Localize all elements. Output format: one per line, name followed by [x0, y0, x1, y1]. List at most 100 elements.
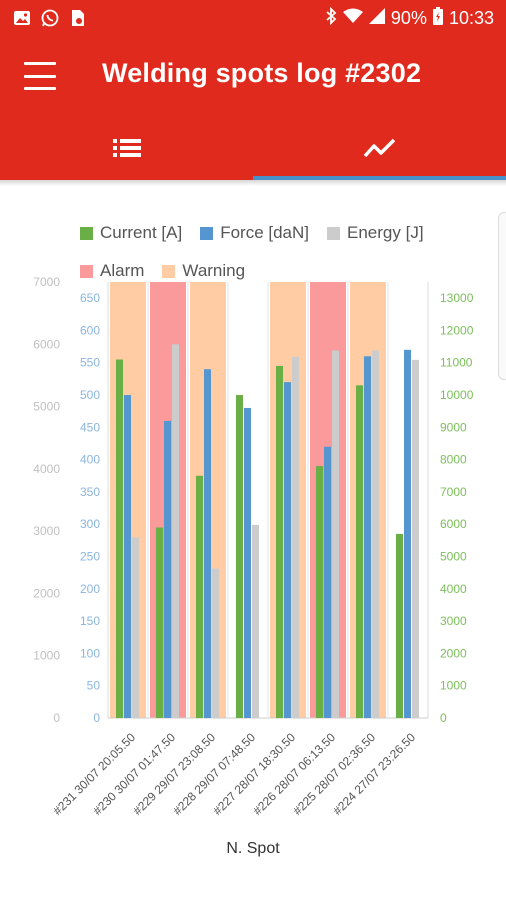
- whatsapp-icon: [40, 8, 60, 28]
- x-tick-label: #227 28/07 18:30.50: [210, 730, 298, 818]
- current-axis-tick: 0: [440, 711, 447, 725]
- legend-item-current: Current [A]: [80, 223, 182, 243]
- bar-force: [284, 382, 291, 718]
- force-axis-tick: 500: [80, 388, 100, 402]
- status-bar: 90% 10:33: [0, 0, 506, 36]
- legend-item-alarm: Alarm: [80, 261, 144, 281]
- force-axis-tick: 50: [87, 679, 101, 693]
- current-axis-tick: 4000: [440, 582, 467, 596]
- status-band-warning: [190, 282, 226, 718]
- x-tick-label: #228 29/07 07:48.50: [170, 730, 258, 818]
- current-axis-tick: 8000: [440, 453, 467, 467]
- appbar-shadow: [0, 180, 506, 186]
- bar-energy: [332, 350, 339, 718]
- energy-axis-tick: 0: [53, 711, 60, 725]
- bar-current: [316, 466, 323, 718]
- force-axis-tick: 650: [80, 291, 100, 305]
- chart-legend: Current [A] Force [daN] Energy [J] Alarm…: [80, 214, 480, 290]
- bar-current: [396, 533, 403, 718]
- bar-energy: [372, 350, 379, 718]
- force-axis-tick: 450: [80, 420, 100, 434]
- x-tick-label: #231 30/07 20:05.50: [50, 730, 138, 818]
- current-axis-tick: 3000: [440, 614, 467, 628]
- x-tick-label: #226 28/07 06:13.50: [250, 730, 338, 818]
- legend-item-force: Force [daN]: [200, 223, 309, 243]
- force-axis-tick: 350: [80, 485, 100, 499]
- status-band-warning: [350, 282, 386, 718]
- bar-current: [196, 475, 203, 718]
- legend-label: Current [A]: [100, 223, 183, 242]
- bar-force: [364, 356, 371, 718]
- current-axis-tick: 5000: [440, 550, 467, 564]
- force-axis-tick: 400: [80, 453, 100, 467]
- tab-list[interactable]: [0, 116, 253, 180]
- page-title: Welding spots log #2302: [102, 58, 422, 88]
- bar-force: [404, 349, 411, 718]
- legend-item-warning: Warning: [162, 261, 245, 281]
- current-axis-tick: 7000: [440, 485, 467, 499]
- force-axis-tick: 300: [80, 517, 100, 531]
- force-axis-tick: 0: [93, 711, 100, 725]
- bar-energy: [132, 537, 139, 718]
- bar-current: [236, 395, 243, 718]
- x-tick-label: #229 29/07 23:08.50: [130, 730, 218, 818]
- force-axis-tick: 600: [80, 323, 100, 337]
- signal-icon: [368, 8, 385, 29]
- menu-icon[interactable]: [24, 62, 56, 90]
- tab-bar: [0, 116, 506, 180]
- edge-panel-handle[interactable]: [498, 212, 506, 380]
- legend-label: Energy [J]: [347, 223, 424, 242]
- x-tick-label: #225 28/07 02:36.50: [290, 730, 378, 818]
- legend-label: Warning: [182, 261, 246, 280]
- current-axis-tick: 11000: [440, 356, 473, 370]
- wifi-icon: [342, 8, 363, 29]
- app-bar: Welding spots log #2302: [0, 36, 506, 116]
- tab-indicator: [253, 176, 506, 180]
- bar-energy: [252, 524, 259, 718]
- current-axis-tick: 12000: [440, 323, 474, 337]
- bar-force: [124, 395, 131, 718]
- force-axis-tick: 250: [80, 550, 100, 564]
- current-axis-tick: 13000: [440, 291, 474, 305]
- bar-force: [164, 420, 171, 718]
- trend-chart-icon: [363, 138, 395, 158]
- current-axis-tick: 1000: [440, 679, 467, 693]
- energy-axis-tick: 1000: [33, 649, 60, 663]
- status-band-warning: [270, 282, 306, 718]
- status-band-alarm: [150, 282, 186, 718]
- current-axis-tick: 9000: [440, 420, 467, 434]
- bar-current: [156, 527, 163, 718]
- bar-energy: [412, 359, 419, 718]
- current-axis-tick: 10000: [440, 388, 474, 402]
- energy-axis-tick: 3000: [33, 524, 60, 538]
- energy-axis-tick: 2000: [33, 586, 60, 600]
- bluetooth-icon: [325, 6, 337, 30]
- tab-chart[interactable]: [253, 116, 506, 180]
- legend-label: Alarm: [100, 261, 145, 280]
- x-tick-label: #224 27/07 23:26.50: [330, 730, 418, 818]
- force-axis-tick: 200: [80, 582, 100, 596]
- battery-icon: [432, 7, 443, 30]
- bar-energy: [172, 344, 179, 718]
- energy-axis-tick: 7000: [33, 275, 60, 289]
- clock: 10:33: [448, 8, 494, 28]
- bar-force: [324, 446, 331, 718]
- current-axis-tick: 6000: [440, 517, 467, 531]
- list-icon: [112, 139, 141, 157]
- bar-current: [116, 359, 123, 718]
- status-band-alarm: [310, 282, 346, 718]
- bar-current: [356, 385, 363, 718]
- x-axis-label: N. Spot: [226, 840, 280, 857]
- x-tick-label: #230 30/07 01:47.50: [90, 730, 178, 818]
- status-band-warning: [110, 282, 146, 718]
- current-axis-tick: 2000: [440, 646, 467, 660]
- bar-force: [244, 407, 251, 718]
- energy-axis-tick: 4000: [33, 462, 60, 476]
- force-axis-tick: 100: [80, 646, 100, 660]
- bar-energy: [212, 568, 219, 718]
- bar-energy: [292, 356, 299, 718]
- image-icon: [12, 8, 32, 28]
- force-axis-tick: 150: [80, 614, 100, 628]
- bar-current: [276, 365, 283, 718]
- energy-axis-tick: 6000: [33, 337, 60, 351]
